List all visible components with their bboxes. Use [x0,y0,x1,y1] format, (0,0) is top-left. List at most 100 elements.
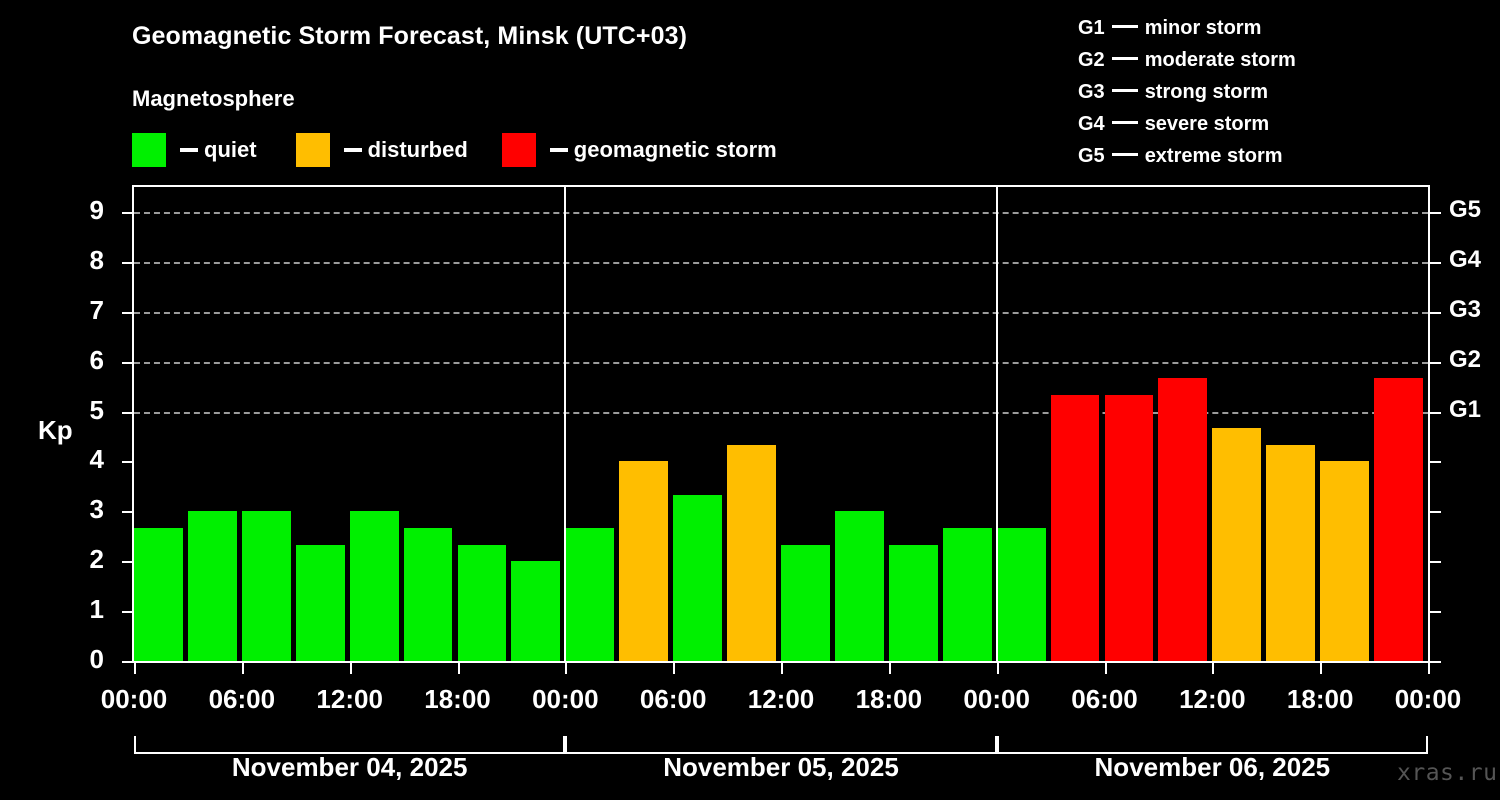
legend-swatch-disturbed [295,133,330,167]
gridline-kp-5 [134,411,1428,414]
chart-plot-area [132,185,1430,663]
em-dash-icon [1111,57,1138,61]
y-tick-mark [122,261,133,264]
em-dash-icon [1111,121,1138,125]
plot-inner [134,187,1428,661]
bar [888,544,938,661]
x-tick-label: 12:00 [316,684,383,714]
legend-swatch-geomagnetic-storm [501,133,536,167]
g-tick-mark [1430,261,1441,264]
date-bracket [565,736,997,754]
date-label: November 05, 2025 [663,752,899,782]
g-legend-description: severe storm [1144,113,1270,135]
g-legend-row-G5: G5 extreme storm [1078,140,1296,172]
x-tick-label: 06:00 [208,684,276,714]
x-tick-label: 18:00 [1286,684,1354,714]
g-tick-mark [1430,311,1441,314]
y-tick-mark [122,461,133,464]
g-tick-mark [1430,361,1441,364]
g-tick-mark [1430,211,1441,214]
y-tick-mark [122,511,133,514]
g-tick-mark [1430,461,1441,464]
day-divider [564,187,567,661]
x-tick-mark [565,663,568,674]
g-tick-mark [1430,661,1441,663]
bar [942,527,992,661]
x-tick-label: 00:00 [100,684,168,714]
y-tick-mark [122,211,133,214]
g-axis-label-G1: G1 [1449,395,1482,423]
day-divider [995,187,998,661]
g-legend-description: extreme storm [1144,145,1283,167]
bar [187,511,237,661]
g-legend-code: G5 [1078,145,1105,167]
date-bracket [996,736,1428,754]
g-legend-description: moderate storm [1144,49,1296,71]
page-title: Geomagnetic Storm Forecast, Minsk (UTC+0… [132,22,688,50]
bar [565,527,615,661]
legend-label: geomagnetic storm [573,137,777,162]
g-tick-mark [1430,611,1441,614]
x-tick-mark [1104,663,1107,674]
y-tick-mark [122,661,133,663]
g-legend-description: minor storm [1144,17,1262,39]
x-tick-mark [1212,663,1215,674]
g-legend-row-G4: G4 severe storm [1078,108,1296,140]
legend-swatch-quiet [132,133,166,167]
bar [781,544,830,661]
bar [1374,378,1423,661]
gridline-kp-7 [134,311,1428,314]
x-tick-mark [134,663,136,674]
x-tick-label: 12:00 [1179,684,1246,714]
bar [134,527,183,661]
g-axis-label-G2: G2 [1449,345,1482,373]
legend-dash-icon [549,148,568,152]
y-tick-label-4: 4 [89,444,104,475]
bar [996,527,1046,661]
gridline-kp-8 [134,261,1428,264]
g-legend-row-G3: G3 strong storm [1078,76,1296,108]
bar [1050,395,1100,661]
x-tick-mark [1428,663,1430,674]
y-tick-mark [122,411,133,414]
y-tick-label-0: 0 [89,644,104,674]
x-tick-label: 18:00 [424,684,491,714]
x-tick-label: 00:00 [532,684,599,714]
g-axis-label-G4: G4 [1449,245,1482,273]
date-label: November 04, 2025 [231,752,468,782]
g-legend-row-G1: G1 minor storm [1078,12,1296,44]
x-tick-mark [457,663,460,674]
y-axis-tick-labels: 0 1 2 3 4 5 6 7 8 9 [78,185,104,672]
bar [619,461,669,661]
x-tick-label: 00:00 [963,684,1030,714]
bar [834,511,884,661]
g-legend-code: G2 [1078,49,1105,71]
bar [349,511,399,661]
g-scale-legend: G1 minor storm G2 moderate storm G3 strong st… [1078,12,1296,172]
x-tick-mark [241,663,244,674]
x-tick-label: 06:00 [1071,684,1138,714]
em-dash-icon [1111,89,1138,93]
x-tick-mark [996,663,999,674]
bar [241,511,291,661]
bar [295,544,345,661]
g-legend-code: G1 [1078,17,1105,39]
bar [403,527,453,661]
bar [1158,378,1208,661]
g-tick-mark [1430,561,1441,564]
legend-entry-disturbed: disturbed [295,133,468,167]
x-tick-mark [349,663,352,674]
y-tick-label-7: 7 [89,294,104,325]
x-tick-label: 12:00 [747,684,815,714]
g-legend-code: G4 [1078,113,1105,135]
g-legend-code: G3 [1078,81,1105,103]
legend-label: quiet [204,137,257,162]
legend-entry-quiet: quiet [132,133,257,167]
bar [1320,461,1370,661]
em-dash-icon [1111,25,1138,29]
y-tick-label-8: 8 [89,244,104,275]
gridline-kp-9 [134,211,1428,214]
x-tick-mark [1320,663,1323,674]
y-axis-title: Kp [38,415,73,445]
legend-label: disturbed [367,137,468,162]
